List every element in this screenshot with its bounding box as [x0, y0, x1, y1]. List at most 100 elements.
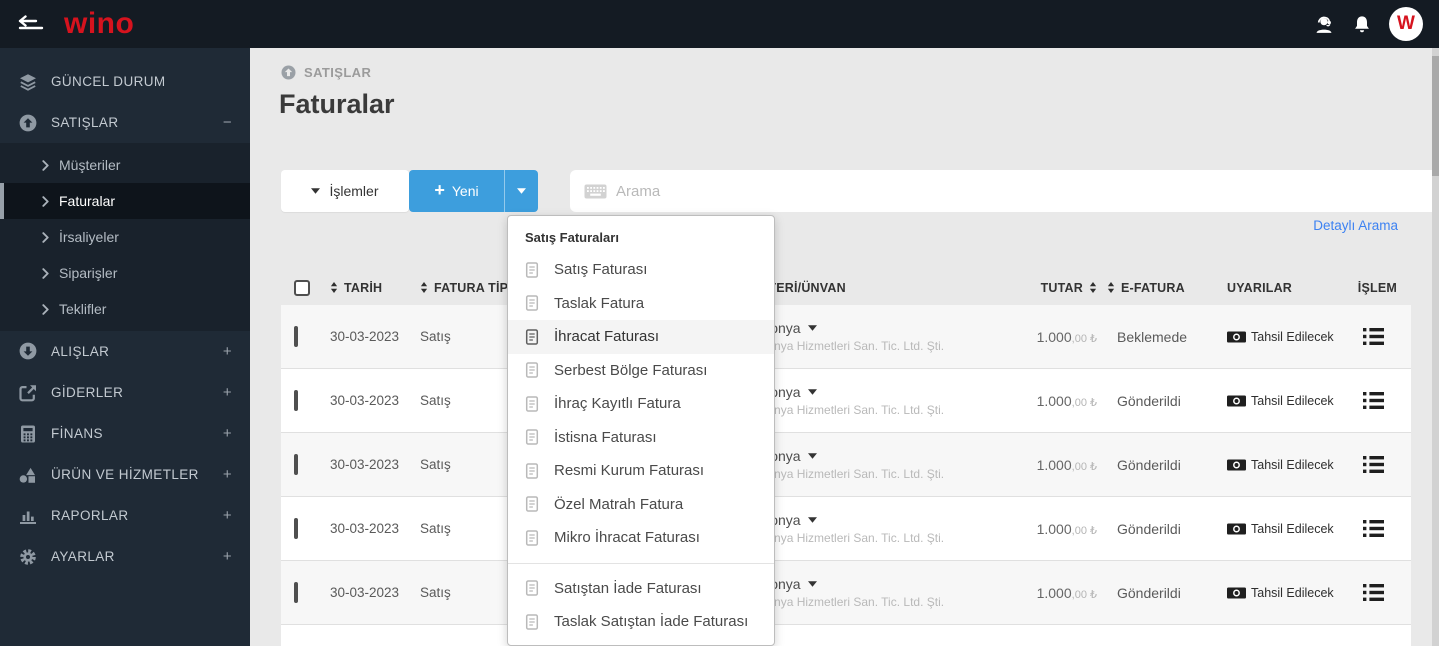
brand-logo[interactable]: wino [64, 7, 135, 40]
sidebar-item-label: ALIŞLAR [51, 344, 110, 359]
breadcrumb-label: SATIŞLAR [304, 65, 372, 80]
invoice-date: 30-03-2023 [330, 329, 400, 344]
sidebar-item-giderler[interactable]: GİDERLER + [0, 372, 250, 413]
efatura-status: Gönderildi [1117, 456, 1181, 473]
main-content: SATIŞLAR Faturalar İşlemler + Yeni Detay… [250, 48, 1439, 646]
notifications-button[interactable] [1351, 13, 1373, 35]
menu-item-resmi-kurum-faturasi[interactable]: Resmi Kurum Faturası [508, 454, 774, 488]
support-button[interactable] [1313, 13, 1335, 35]
row-actions-button[interactable] [1363, 520, 1384, 537]
document-icon [525, 295, 539, 311]
sidebar-item-label: FİNANS [51, 426, 103, 441]
menu-item-mikro-ihracat-faturasi[interactable]: Mikro İhracat Faturası [508, 521, 774, 555]
invoice-amount: 1.000,00 ₺ [1036, 584, 1097, 601]
select-all-checkbox[interactable] [294, 279, 310, 296]
table-row[interactable]: 30-03-2023 Satış Kolonya Kolonya Hizmetl… [281, 497, 1411, 561]
submenu-label: Müşteriler [59, 157, 121, 173]
table-row[interactable]: 30-03-2023 Satış Kolonya Kolonya Hizmetl… [281, 369, 1411, 433]
search-input[interactable] [616, 182, 1439, 200]
islemler-button[interactable]: İşlemler [281, 170, 409, 212]
chevron-right-icon [42, 195, 50, 207]
sidebar-item-label: AYARLAR [51, 549, 115, 564]
customer-name[interactable]: Kolonya [750, 320, 1000, 336]
table-row[interactable]: 30-03-2023 Satış Kolonya Kolonya Hizmetl… [281, 561, 1411, 625]
sidebar-item-siparisler[interactable]: Siparişler [0, 255, 250, 291]
menu-item-ihracat-faturasi[interactable]: İhracat Faturası [508, 320, 774, 354]
sort-icon[interactable] [1089, 282, 1097, 293]
menu-item-ozel-matrah-fatura[interactable]: Özel Matrah Fatura [508, 488, 774, 522]
table-row-partial [281, 625, 1411, 646]
row-checkbox[interactable] [294, 581, 298, 603]
customer-company: Kolonya Hizmetleri San. Tic. Ltd. Şti. [750, 339, 945, 353]
row-checkbox[interactable] [294, 517, 298, 539]
expand-indicator: + [222, 343, 232, 360]
customer-name[interactable]: Kolonya [750, 512, 1000, 528]
table-row[interactable]: 30-03-2023 Satış Kolonya Kolonya Hizmetl… [281, 433, 1411, 497]
yeni-dropdown-toggle[interactable] [504, 170, 538, 212]
row-checkbox[interactable] [294, 453, 298, 475]
menu-divider [508, 562, 774, 564]
breadcrumb[interactable]: SATIŞLAR [281, 65, 371, 80]
menu-item-satistan-iade-faturasi[interactable]: Satıştan İade Faturası [508, 572, 774, 606]
table-row[interactable]: 30-03-2023 Satış Kolonya Kolonya Hizmetl… [281, 305, 1411, 369]
chevron-right-icon [42, 267, 50, 279]
row-actions-button[interactable] [1363, 328, 1384, 345]
customer-company: Kolonya Hizmetleri San. Tic. Ltd. Şti. [750, 467, 945, 481]
sidebar-item-alislar[interactable]: ALIŞLAR + [0, 331, 250, 372]
dropdown-section-header: Satış Faturaları [525, 230, 619, 245]
row-actions-button[interactable] [1363, 584, 1384, 601]
yeni-button[interactable]: + Yeni [409, 170, 504, 212]
sidebar-item-satislar[interactable]: SATIŞLAR − [0, 102, 250, 143]
submenu-label: İrsaliyeler [59, 229, 119, 245]
row-actions-button[interactable] [1363, 456, 1384, 473]
customer-name[interactable]: Kolonya [750, 576, 1000, 592]
invoice-amount: 1.000,00 ₺ [1036, 328, 1097, 345]
warning-cell: Tahsil Edilecek [1217, 586, 1335, 600]
column-label: İŞLEM [1357, 280, 1397, 295]
scrollbar[interactable] [1432, 48, 1439, 646]
invoice-type: Satış [420, 457, 451, 472]
sort-icon[interactable] [1107, 282, 1115, 293]
table-header-row: TARİH FATURA TİPİ MÜŞTERİ/ÜNVAN TUTAR E-… [281, 270, 1411, 305]
column-header-tarih[interactable]: TARİH [330, 281, 420, 295]
sidebar-item-irsaliyeler[interactable]: İrsaliyeler [0, 219, 250, 255]
invoice-amount: 1.000,00 ₺ [1036, 520, 1097, 537]
menu-item-ihrac-kayitli-fatura[interactable]: İhraç Kayıtlı Fatura [508, 387, 774, 421]
sort-icon[interactable] [330, 282, 338, 293]
menu-item-taslak-satistan-iade-faturasi[interactable]: Taslak Satıştan İade Faturası [508, 605, 774, 639]
sort-icon[interactable] [420, 282, 428, 293]
arrow-circle-down-icon [18, 342, 38, 361]
detayli-arama-link[interactable]: Detaylı Arama [1313, 218, 1398, 233]
sidebar-item-musteriler[interactable]: Müşteriler [0, 147, 250, 183]
column-header-efatura[interactable]: E-FATURA [1105, 281, 1217, 295]
column-label: TARİH [344, 280, 383, 295]
sidebar-item-guncel-durum[interactable]: GÜNCEL DURUM [0, 61, 250, 102]
menu-item-satis-faturasi[interactable]: Satış Faturası [508, 253, 774, 287]
sidebar-collapse-button[interactable] [14, 9, 48, 39]
shapes-icon [18, 465, 38, 484]
menu-item-serbest-bolge-faturasi[interactable]: Serbest Bölge Faturası [508, 354, 774, 388]
customer-name[interactable]: Kolonya [750, 384, 1000, 400]
row-actions-button[interactable] [1363, 392, 1384, 409]
expand-indicator: + [222, 384, 232, 401]
sidebar-item-raporlar[interactable]: RAPORLAR + [0, 495, 250, 536]
invoice-amount: 1.000,00 ₺ [1036, 456, 1097, 473]
column-header-tutar[interactable]: TUTAR [1000, 281, 1105, 295]
sidebar-item-finans[interactable]: FİNANS + [0, 413, 250, 454]
column-header-fatura-tipi[interactable]: FATURA TİPİ [420, 281, 640, 295]
efatura-status: Gönderildi [1117, 584, 1181, 601]
sidebar-item-ayarlar[interactable]: AYARLAR + [0, 536, 250, 577]
menu-item-istisna-faturasi[interactable]: İstisna Faturası [508, 421, 774, 455]
avatar[interactable]: W [1389, 7, 1423, 41]
page-title: Faturalar [279, 89, 395, 119]
sidebar-item-urun-ve-hizmetler[interactable]: ÜRÜN VE HİZMETLER + [0, 454, 250, 495]
menu-item-taslak-fatura[interactable]: Taslak Fatura [508, 287, 774, 321]
sidebar-item-faturalar[interactable]: Faturalar [0, 183, 250, 219]
row-checkbox[interactable] [294, 325, 298, 347]
scrollbar-thumb[interactable] [1432, 56, 1439, 176]
customer-name[interactable]: Kolonya [750, 448, 1000, 464]
chevron-right-icon [42, 231, 50, 243]
sidebar-item-teklifler[interactable]: Teklifler [0, 291, 250, 327]
document-icon [525, 530, 539, 546]
row-checkbox[interactable] [294, 389, 298, 411]
